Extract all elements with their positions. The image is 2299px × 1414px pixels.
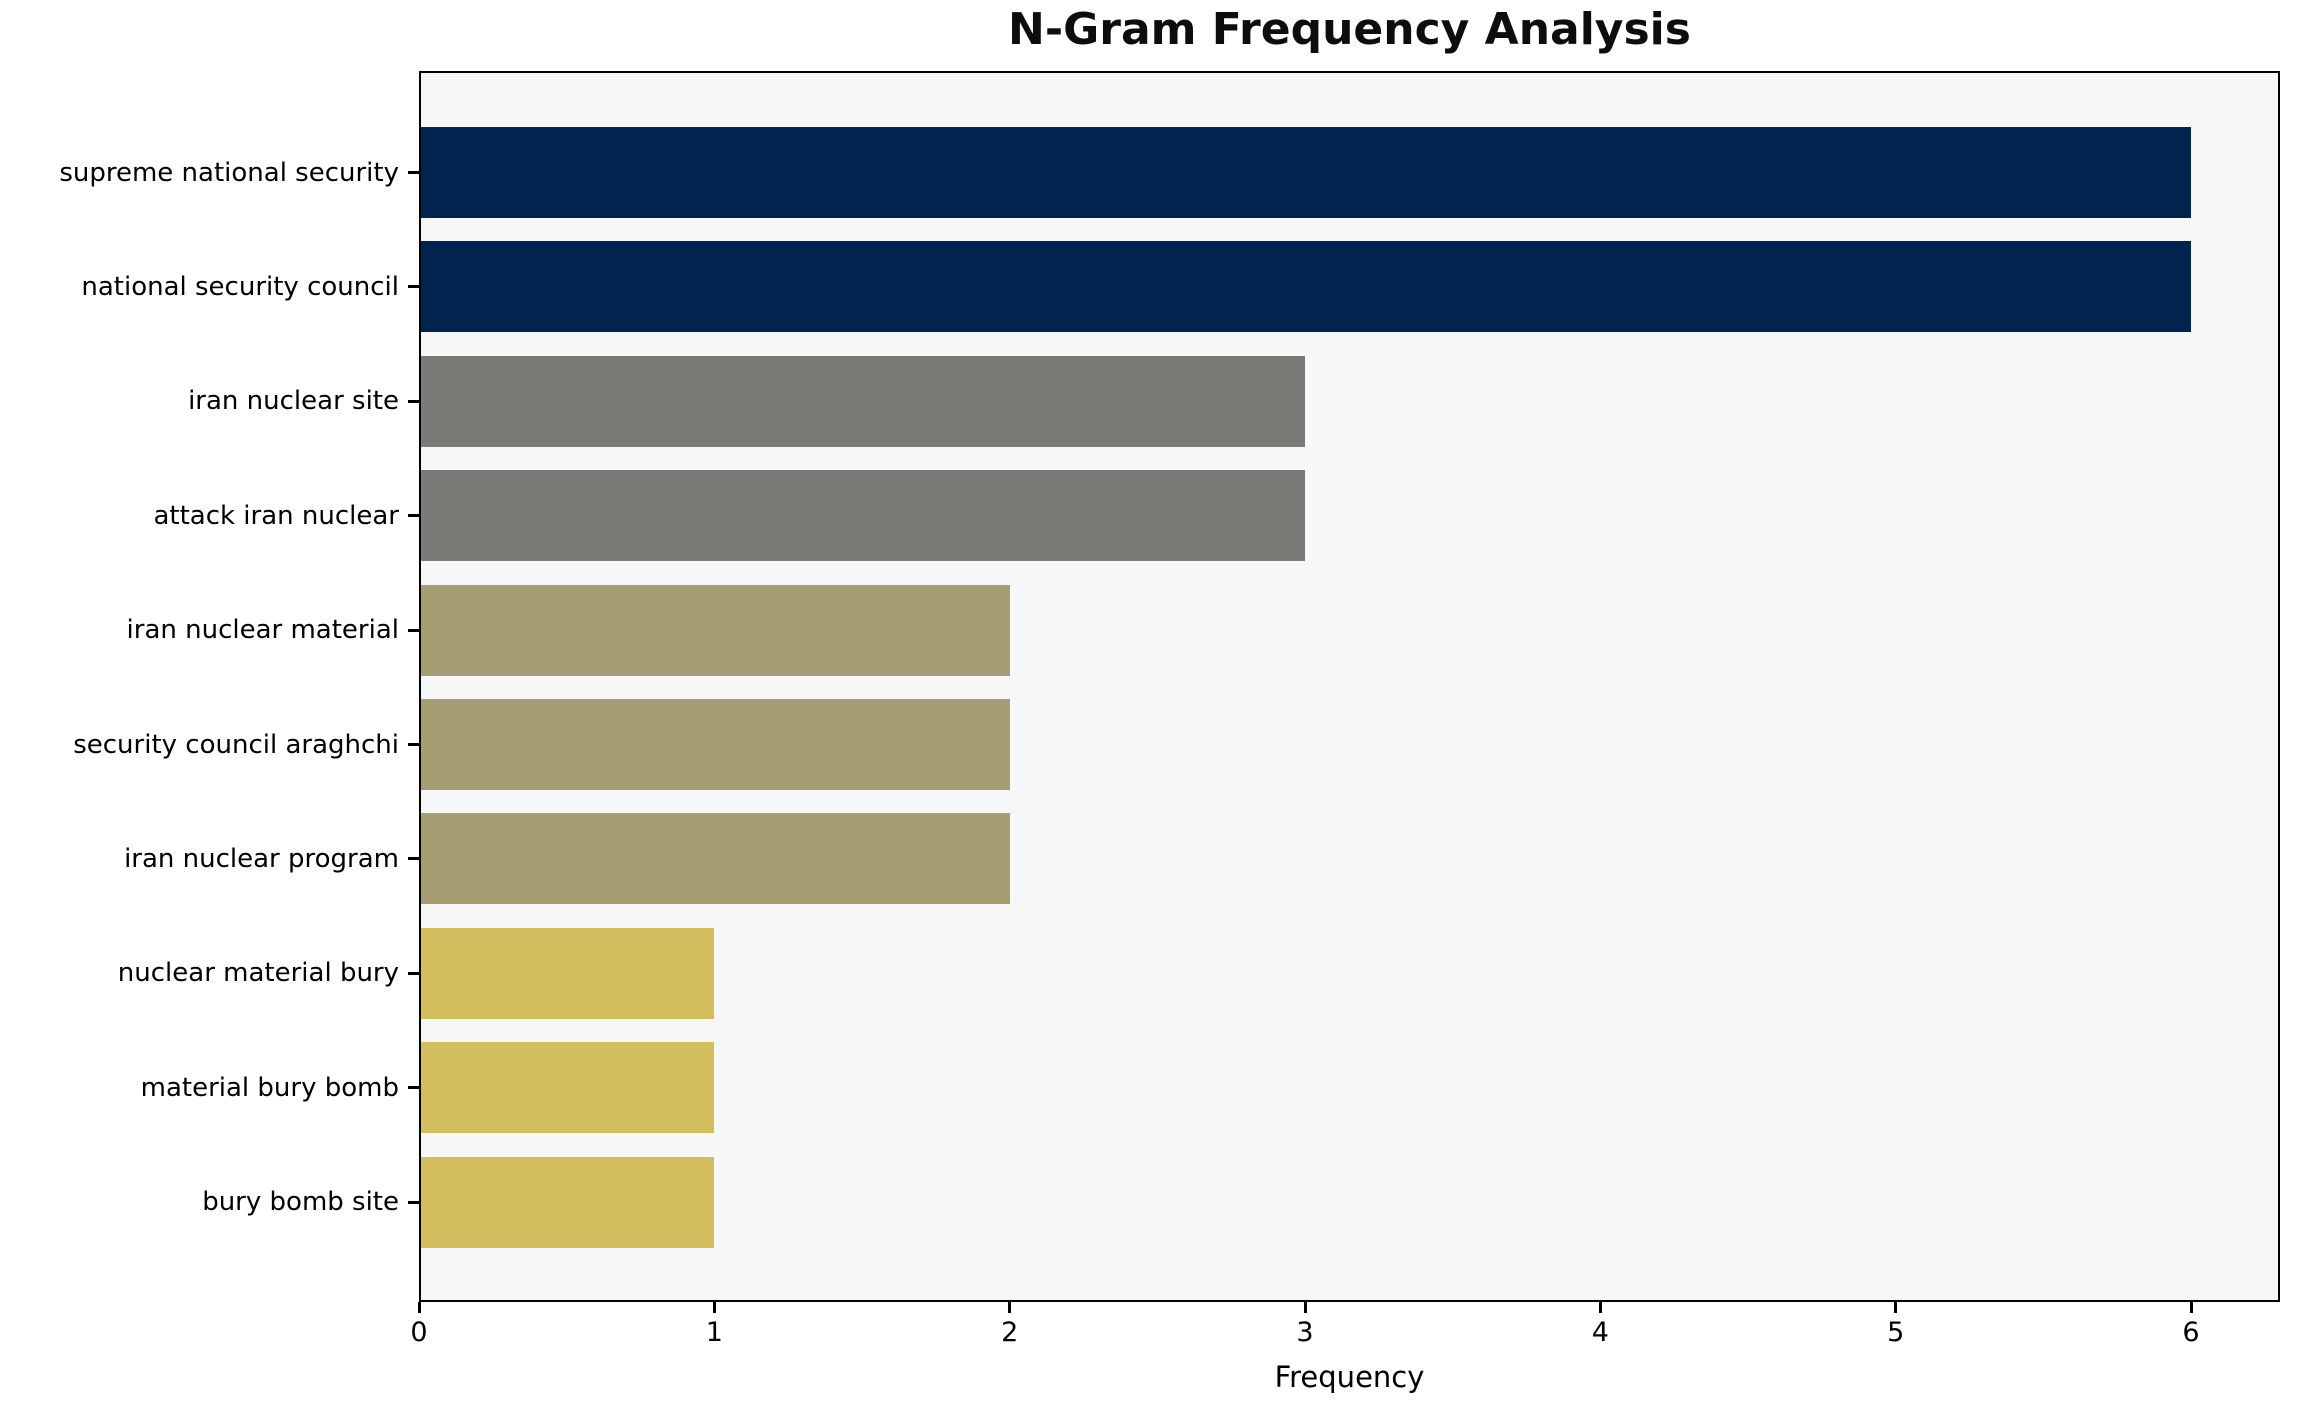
x-tick bbox=[2189, 1302, 2193, 1313]
y-tick bbox=[408, 285, 419, 289]
x-tick bbox=[1598, 1302, 1602, 1313]
x-tick bbox=[1008, 1302, 1012, 1313]
x-tick-label: 2 bbox=[1001, 1317, 1019, 1348]
y-tick bbox=[408, 1086, 419, 1090]
y-tick bbox=[408, 857, 419, 861]
y-tick bbox=[408, 971, 419, 975]
y-tick-label: iran nuclear site bbox=[188, 386, 399, 417]
y-tick-label: national security council bbox=[81, 271, 399, 302]
y-tick-label: iran nuclear material bbox=[126, 615, 399, 646]
y-tick-label: iran nuclear program bbox=[124, 843, 399, 874]
x-tick-label: 1 bbox=[705, 1317, 723, 1348]
bar-attack-iran-nuclear bbox=[419, 470, 1305, 562]
bar-iran-nuclear-program bbox=[419, 813, 1010, 905]
y-tick-label: nuclear material bury bbox=[117, 958, 399, 989]
y-tick-label: bury bomb site bbox=[202, 1187, 399, 1218]
y-tick bbox=[408, 743, 419, 746]
y-tick-label: attack iran nuclear bbox=[153, 500, 399, 531]
chart-title: N-Gram Frequency Analysis bbox=[1008, 4, 1691, 55]
y-tick bbox=[408, 514, 419, 518]
bar-supreme-national-security bbox=[419, 127, 2191, 218]
bar-nuclear-material-bury bbox=[419, 927, 715, 1019]
x-tick-label: 4 bbox=[1591, 1317, 1609, 1348]
bar-bury-bomb-site bbox=[419, 1156, 715, 1248]
x-tick bbox=[1303, 1302, 1307, 1313]
x-tick-label: 3 bbox=[1296, 1317, 1314, 1348]
y-tick bbox=[408, 1200, 419, 1204]
y-tick bbox=[408, 399, 419, 403]
x-tick bbox=[1894, 1302, 1898, 1313]
y-tick bbox=[408, 628, 419, 632]
y-tick-label: material bury bomb bbox=[140, 1072, 399, 1103]
y-tick-label: supreme national security bbox=[59, 157, 399, 188]
x-tick bbox=[417, 1302, 421, 1313]
x-tick-label: 0 bbox=[410, 1317, 428, 1348]
bar-iran-nuclear-site bbox=[419, 355, 1305, 447]
x-tick-label: 5 bbox=[1887, 1317, 1905, 1348]
x-tick-label: 6 bbox=[2182, 1317, 2200, 1348]
y-tick-label: security council araghchi bbox=[73, 729, 399, 760]
x-axis-label: Frequency bbox=[1274, 1360, 1425, 1394]
bar-national-security-council bbox=[419, 241, 2191, 333]
y-tick bbox=[408, 171, 419, 174]
bar-material-bury-bomb bbox=[419, 1042, 715, 1134]
x-tick bbox=[712, 1302, 716, 1313]
bar-iran-nuclear-material bbox=[419, 584, 1010, 676]
bar-security-council-araghchi bbox=[419, 699, 1010, 790]
